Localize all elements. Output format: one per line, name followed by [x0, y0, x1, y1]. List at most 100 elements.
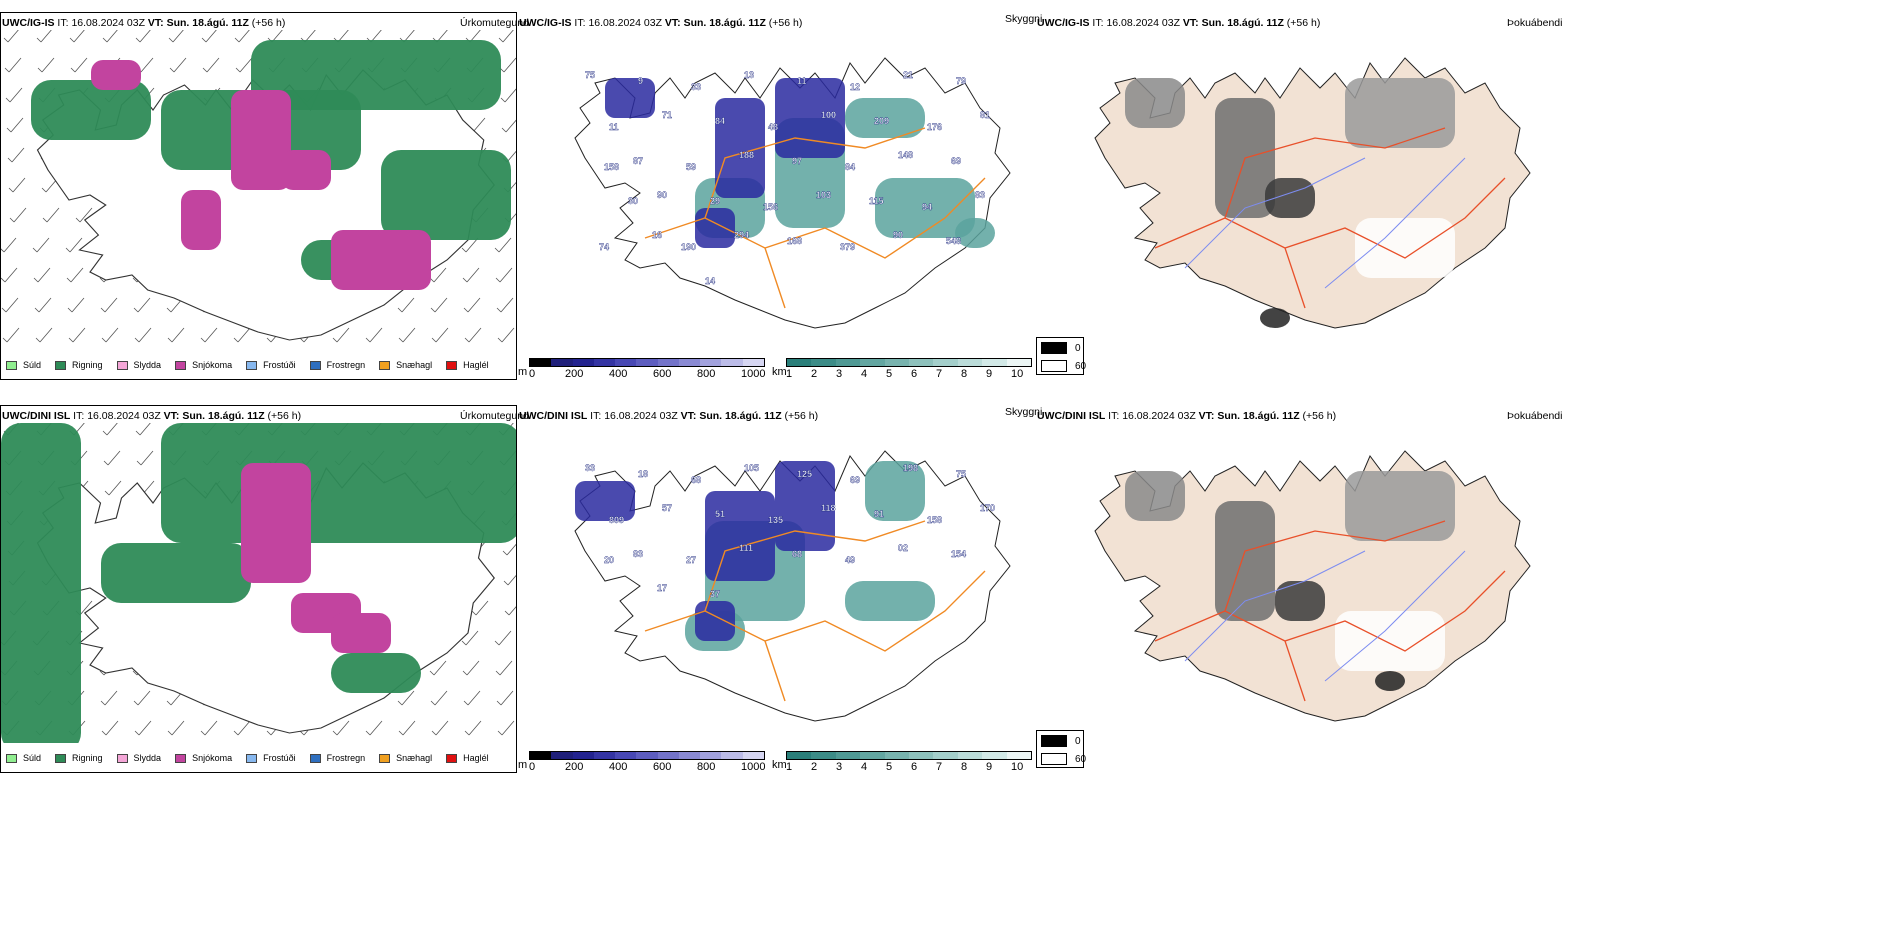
visibility-value: 94 [922, 202, 932, 212]
visibility-value: 83 [633, 549, 643, 559]
visibility-value: 17 [657, 583, 667, 593]
colorbar-cell [957, 752, 983, 759]
wind-barb [135, 423, 151, 436]
wind-barb [461, 237, 479, 253]
colorbar-cell [615, 359, 637, 366]
wind-barb [103, 450, 121, 466]
fog-legend-row: 0 [1041, 342, 1081, 354]
visibility-value: 83 [975, 190, 985, 200]
panel-name: Skyggni [1005, 13, 1043, 25]
legend-label: Rigning [72, 360, 103, 370]
low-visibility-area [695, 601, 735, 641]
fog-index-map [1094, 450, 1531, 722]
cloud-area [955, 218, 995, 248]
legend-swatch [379, 360, 391, 370]
wind-barb [504, 606, 516, 616]
fog-legend-row: 60 [1041, 360, 1086, 372]
legend-item: Slydda [116, 360, 161, 370]
visibility-value: 105 [744, 463, 759, 473]
wind-barb [235, 57, 253, 73]
rain-area [331, 653, 421, 693]
visibility-value: 16 [652, 230, 662, 240]
colorbar-cell [700, 359, 722, 366]
colorbar-tick: 400 [609, 368, 628, 380]
road-network [644, 127, 986, 309]
fog-legend-label: 60 [1075, 753, 1087, 765]
lead-time: (+56 h) [267, 410, 302, 422]
colorbar-cell [593, 752, 616, 759]
fog-legend-label: 0 [1075, 342, 1081, 354]
fog-legend-label: 0 [1075, 735, 1081, 747]
colorbar-tick: 10 [1011, 761, 1024, 773]
colorbar-cell [835, 752, 861, 759]
colorbar-tick: 1000 [741, 761, 766, 773]
wind-barb [397, 297, 415, 313]
legend-swatch [446, 753, 458, 763]
colorbar-cell [700, 752, 722, 759]
colorbar-cell [884, 359, 910, 366]
colorbar-cell [657, 752, 679, 759]
wind-barb [1, 267, 18, 283]
colorbar-tick: 5 [886, 761, 893, 773]
wind-barb [233, 327, 251, 343]
wind-barb [168, 30, 184, 43]
colorbar-tick: 1000 [741, 368, 766, 380]
it-label: IT: [1108, 410, 1120, 422]
fog-index-area [1125, 78, 1185, 128]
model-name: UWC/DINI ISL [519, 410, 588, 422]
visibility-value: 188 [739, 150, 754, 160]
colorbar-cell [742, 752, 764, 759]
colorbar-tick: 4 [861, 368, 868, 380]
snow-area [281, 150, 331, 190]
rain-area [1, 423, 81, 743]
colorbar-tick: 800 [697, 761, 716, 773]
wind-barb [37, 57, 55, 73]
colorbar-cell [957, 359, 983, 366]
visibility-value: 11 [797, 76, 807, 86]
it-label: IT: [73, 410, 85, 422]
it-label: IT: [57, 17, 69, 29]
fog-legend-swatch [1041, 735, 1067, 747]
low-visibility-area [705, 491, 775, 581]
wind-barb [65, 237, 83, 253]
wind-barb [463, 690, 481, 706]
legend-item: Súld [6, 753, 41, 763]
wind-barb [35, 327, 53, 343]
visibility-value: 548 [946, 236, 961, 246]
visibility-value: 176 [927, 122, 942, 132]
panel-name: Skyggni [1005, 406, 1043, 418]
model-name: UWC/IG-IS [519, 17, 572, 29]
wind-barb [134, 720, 152, 736]
legend-swatch [175, 360, 187, 370]
wind-barb [7, 147, 25, 163]
legend-swatch [6, 360, 17, 370]
visibility-value: 51 [715, 509, 725, 519]
visibility-value: 75 [585, 70, 595, 80]
colorbar-tick: 0 [529, 761, 536, 773]
wind-barb [202, 57, 220, 73]
it-label: IT: [590, 410, 602, 422]
low-visibility-area [605, 78, 655, 118]
colorbar-tick: 6 [911, 761, 918, 773]
visibility-value: 154 [951, 549, 966, 559]
wind-barb [6, 117, 24, 133]
visibility-value: 81 [980, 110, 990, 120]
wind-barb [9, 207, 27, 223]
vt-value: Sun. 18.ágú. 11Z [1217, 410, 1300, 422]
visibility-value: 135 [768, 515, 783, 525]
legend-swatch [116, 753, 128, 763]
wind-barb [495, 267, 513, 283]
rain-area [101, 543, 251, 603]
it-value: 16.08.2024 03Z [588, 17, 662, 29]
wind-barb [429, 267, 447, 283]
colorbar-cell [860, 359, 885, 366]
visibility-value: 379 [840, 242, 855, 252]
wind-barb [100, 690, 118, 706]
visibility-value: 190 [681, 242, 696, 252]
colorbar-cell [982, 752, 1007, 759]
lead-time: (+56 h) [251, 17, 286, 29]
panel-name: Þokuábendi [1507, 17, 1563, 29]
wind-barb [67, 297, 85, 313]
cloud-base-colorbar: km 1 2 3 4 5 6 7 8 9 10 [772, 358, 1032, 381]
wind-barb [431, 720, 449, 736]
